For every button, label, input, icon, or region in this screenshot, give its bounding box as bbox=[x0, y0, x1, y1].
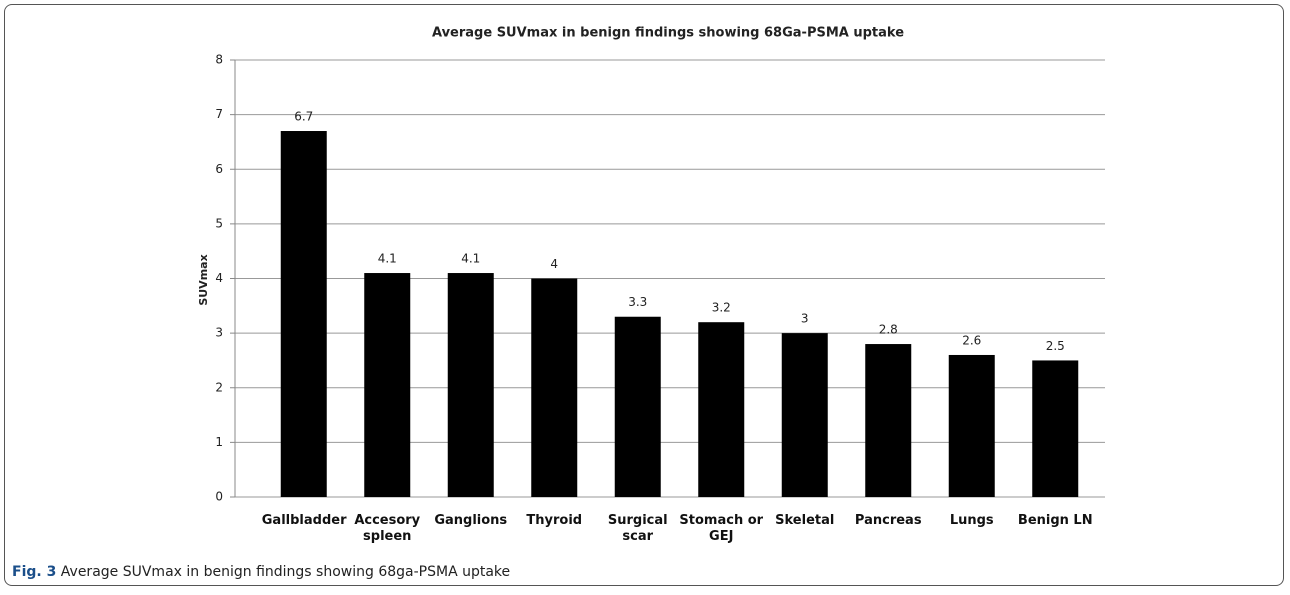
bar bbox=[614, 316, 661, 497]
bar bbox=[1032, 360, 1079, 497]
value-label: 2.5 bbox=[1046, 339, 1065, 353]
value-label: 4.1 bbox=[378, 252, 397, 266]
bar bbox=[948, 354, 995, 497]
bar bbox=[280, 131, 327, 497]
x-tick-label: Pancreas bbox=[854, 513, 922, 528]
x-tick-label: Gallbladder bbox=[261, 513, 347, 528]
bar bbox=[698, 322, 745, 497]
caption: Fig. 3 Average SUVmax in benign findings… bbox=[12, 564, 510, 580]
value-label: 4.1 bbox=[461, 252, 480, 266]
x-tick-label: Surgical scar bbox=[607, 513, 668, 544]
y-tick-label: 0 bbox=[215, 490, 223, 504]
y-tick-label: 2 bbox=[215, 380, 223, 394]
x-tick-label: Lungs bbox=[949, 513, 994, 528]
caption-text: Average SUVmax in benign findings showin… bbox=[60, 564, 511, 580]
bar bbox=[781, 333, 828, 497]
value-label: 3.3 bbox=[628, 295, 647, 309]
bar bbox=[447, 273, 494, 497]
bar bbox=[364, 273, 411, 497]
y-tick-label: 4 bbox=[215, 271, 223, 285]
y-tick-label: 7 bbox=[215, 107, 223, 121]
y-tick-label: 5 bbox=[215, 216, 223, 230]
value-label: 3 bbox=[801, 312, 809, 326]
value-label: 2.6 bbox=[962, 333, 981, 347]
x-tick-label: Stomach or GEJ bbox=[679, 513, 764, 544]
x-tick-label: Ganglions bbox=[434, 513, 508, 528]
y-tick-label: 3 bbox=[215, 326, 223, 340]
y-tick-label: 1 bbox=[215, 435, 223, 449]
y-axis-label: SUVmax bbox=[197, 254, 210, 305]
x-tick-label: Accesory spleen bbox=[354, 513, 421, 544]
figure-frame bbox=[4, 4, 1284, 586]
y-tick-label: 6 bbox=[215, 162, 223, 176]
value-label: 4 bbox=[550, 257, 558, 271]
chart-title: Average SUVmax in benign findings showin… bbox=[432, 26, 904, 41]
value-label: 6.7 bbox=[294, 110, 313, 124]
y-tick-label: 8 bbox=[215, 53, 223, 67]
bar bbox=[531, 278, 578, 497]
value-label: 2.8 bbox=[879, 323, 898, 337]
value-label: 3.2 bbox=[712, 301, 731, 315]
bar bbox=[865, 344, 912, 497]
x-tick-label: Benign LN bbox=[1017, 513, 1093, 528]
x-tick-label: Skeletal bbox=[775, 513, 835, 528]
caption-label: Fig. 3 bbox=[12, 564, 57, 580]
x-tick-label: Thyroid bbox=[526, 513, 583, 528]
